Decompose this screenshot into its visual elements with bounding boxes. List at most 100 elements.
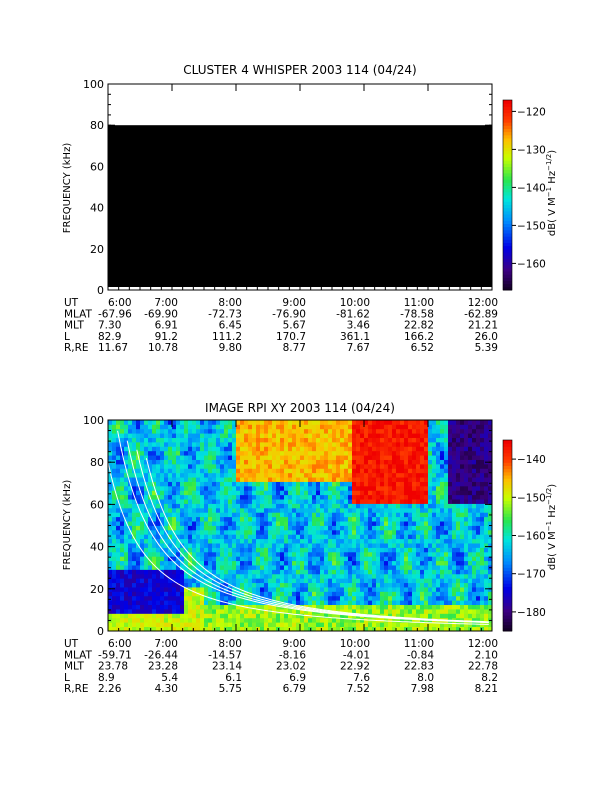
spectrogram-cell xyxy=(248,604,253,610)
spectrogram-cell xyxy=(124,499,129,504)
colorbar-segment xyxy=(503,557,512,562)
spectrogram-cell xyxy=(468,578,473,584)
spectrogram-cell xyxy=(380,587,385,592)
spectrogram-cell xyxy=(348,446,353,452)
spectrogram-cell xyxy=(120,543,125,548)
ephemeris-value: 6.91 xyxy=(155,320,178,332)
spectrogram-cell xyxy=(324,459,329,465)
spectrogram-cell xyxy=(368,455,373,460)
spectrogram-cell xyxy=(284,604,289,610)
spectrogram-cell xyxy=(152,428,157,434)
spectrogram-cell xyxy=(392,512,397,518)
spectrogram-cell xyxy=(424,578,429,584)
colorbar-segment xyxy=(503,100,512,104)
spectrogram-cell xyxy=(480,587,485,592)
spectrogram-cell xyxy=(256,433,261,438)
spectrogram-cell xyxy=(260,494,265,500)
spectrogram-cell xyxy=(324,600,329,606)
spectrogram-cell xyxy=(208,617,213,623)
spectrogram-cell xyxy=(160,591,165,597)
spectrogram-cell xyxy=(248,538,253,544)
spectrogram-cell xyxy=(408,573,413,579)
spectrogram-cell xyxy=(172,472,177,478)
spectrogram-cell xyxy=(300,477,305,482)
spectrogram-cell xyxy=(196,556,201,562)
spectrogram-cell xyxy=(452,595,457,601)
spectrogram-cell xyxy=(432,503,437,509)
spectrogram-cell xyxy=(348,428,353,434)
spectrogram-cell xyxy=(256,420,261,425)
spectrogram-cell xyxy=(220,538,225,544)
spectrogram-cell xyxy=(464,560,469,566)
spectrogram-cell xyxy=(208,424,213,430)
spectrogram-cell xyxy=(156,521,161,526)
spectrogram-cell xyxy=(132,507,137,513)
spectrogram-cell xyxy=(344,569,349,575)
spectrogram-cell xyxy=(148,613,153,619)
spectrogram-cell xyxy=(168,516,173,522)
spectrogram-cell xyxy=(180,455,185,460)
spectrogram-cell xyxy=(472,512,477,518)
spectrogram-cell xyxy=(300,547,305,553)
spectrogram-cell xyxy=(368,573,373,579)
spectrogram-cell xyxy=(324,534,329,540)
spectrogram-cell xyxy=(312,525,317,531)
spectrogram-cell xyxy=(224,477,229,482)
spectrogram-cell xyxy=(304,420,309,425)
spectrogram-cell xyxy=(256,441,261,447)
spectrogram-cell xyxy=(400,499,405,504)
spectrogram-cell xyxy=(420,437,425,443)
spectrogram-cell xyxy=(336,529,341,535)
spectrogram-cell xyxy=(240,437,245,443)
spectrogram-cell xyxy=(164,609,169,614)
spectrogram-cell xyxy=(316,547,321,553)
spectrogram-cell xyxy=(384,587,389,592)
spectrogram-cell xyxy=(284,543,289,548)
spectrogram-cell xyxy=(364,472,369,478)
spectrogram-cell xyxy=(380,525,385,531)
spectrogram-cell xyxy=(380,529,385,535)
y-tick-label: 80 xyxy=(90,456,104,469)
spectrogram-cell xyxy=(380,600,385,606)
spectrogram-cell xyxy=(244,459,249,465)
spectrogram-cell xyxy=(252,565,257,570)
spectrogram-cell xyxy=(420,569,425,575)
spectrogram-cell xyxy=(276,459,281,465)
spectrogram-cell xyxy=(352,604,357,610)
spectrogram-cell xyxy=(188,450,193,456)
spectrogram-cell xyxy=(456,609,461,614)
spectrogram-cell xyxy=(432,433,437,438)
colorbar-label-part: −1 xyxy=(545,187,553,197)
spectrogram-cell xyxy=(360,582,365,588)
spectrogram-cell xyxy=(136,617,141,623)
spectrogram-cell xyxy=(432,481,437,487)
spectrogram-cell xyxy=(412,534,417,540)
spectrogram-cell xyxy=(292,499,297,504)
spectrogram-cell xyxy=(216,472,221,478)
spectrogram-cell xyxy=(292,534,297,540)
spectrogram-cell xyxy=(420,477,425,482)
spectrogram-cell xyxy=(476,477,481,482)
spectrogram-cell xyxy=(424,613,429,619)
spectrogram-cell xyxy=(456,573,461,579)
spectrogram-cell xyxy=(484,472,489,478)
spectrogram-cell xyxy=(348,534,353,540)
spectrogram-cell xyxy=(304,556,309,562)
spectrogram-cell xyxy=(392,459,397,465)
spectrogram-cell xyxy=(160,529,165,535)
spectrogram-cell xyxy=(396,507,401,513)
spectrogram-cell xyxy=(252,494,257,500)
spectrogram-cell xyxy=(144,617,149,623)
spectrogram-cell xyxy=(284,507,289,513)
spectrogram-cell xyxy=(304,450,309,456)
spectrogram-cell xyxy=(372,573,377,579)
spectrogram-cell xyxy=(388,582,393,588)
spectrogram-cell xyxy=(292,481,297,487)
spectrogram-cell xyxy=(420,591,425,597)
spectrogram-cell xyxy=(292,622,297,628)
spectrogram-cell xyxy=(228,600,233,606)
spectrogram-cell xyxy=(236,600,241,606)
spectrogram-cell xyxy=(168,551,173,557)
spectrogram-cell xyxy=(292,547,297,553)
spectrogram-cell xyxy=(168,481,173,487)
